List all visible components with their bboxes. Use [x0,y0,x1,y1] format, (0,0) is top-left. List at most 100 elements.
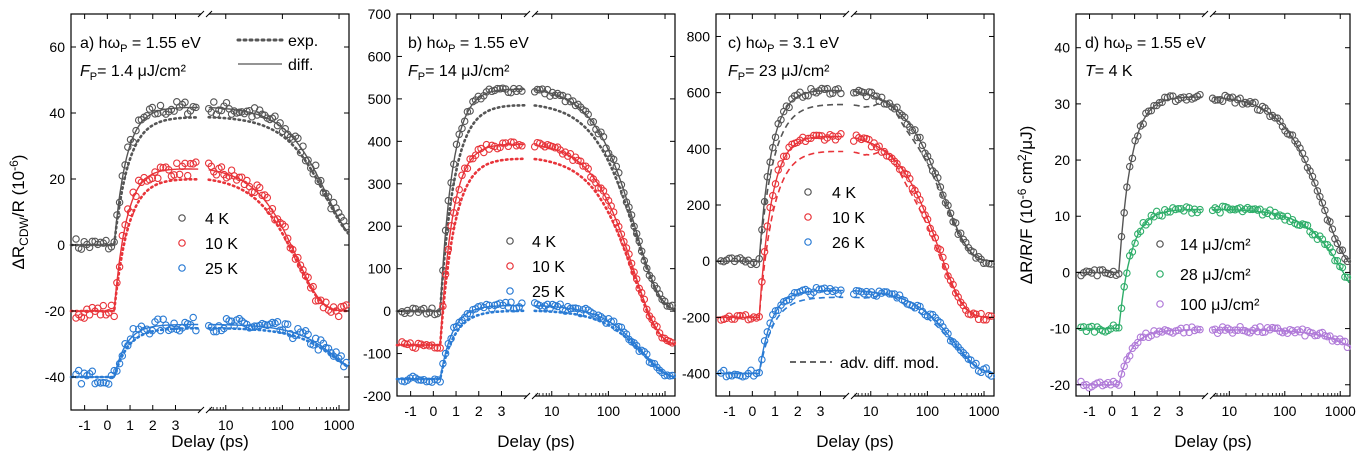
y-tick-label: 700 [368,6,392,22]
y-tick-label: 100 [368,261,392,277]
y-tick-label: -40 [45,369,65,385]
data-point [926,310,934,318]
data-point [96,379,105,387]
legend-b-marker-0 [506,237,514,245]
data-point [1120,362,1128,371]
y-tick-label: 400 [368,133,392,149]
legend-a-marker-2 [178,264,186,272]
axis-break-mark [1201,392,1209,400]
panel-d-legend: 14 μJ/cm² 28 μJ/cm² 100 μJ/cm² [1156,237,1260,314]
legend-d-marker-2 [1156,300,1164,308]
data-point [1213,96,1222,104]
style-legend-diff-label: diff. [288,57,314,74]
y-tick-label: 500 [368,91,392,107]
axis-break-gap [846,392,854,400]
panel-a-y-ticks: -40 -20 0 20 40 60 [45,39,349,385]
data-point [1248,205,1257,214]
data-point [170,319,178,328]
data-point [499,139,507,147]
data-point [173,159,181,167]
data-point [916,195,924,204]
data-point [294,134,302,143]
axis-break-mark [523,392,531,400]
x-tick-label: 1000 [323,417,354,433]
data-point [1341,273,1349,281]
legend-a-marker-1 [178,239,186,247]
axis-break-gap [1205,392,1213,400]
data-point [804,134,812,143]
data-point [1316,192,1324,201]
data-point [543,300,552,309]
x-tick-label: 1000 [649,403,680,419]
y-tick-label: 0 [1062,264,1070,280]
data-point [1271,114,1279,122]
data-point [129,324,137,333]
data-point [215,106,223,114]
x-tick-label: 0 [1108,403,1116,419]
axis-break-gap [527,10,535,18]
x-tick-label: 0 [429,403,437,419]
data-point [913,133,922,142]
data-point [918,141,927,150]
legend-c-marker-0 [804,188,812,196]
axis-break-mark [850,10,858,18]
panel-a-fluence: FP= 1.4 μJ/cm² [80,63,187,83]
data-point [332,348,340,356]
axis-break-mark [197,406,205,414]
data-point [110,312,118,321]
data-point [154,315,162,323]
legend-d-marker-1 [1156,270,1164,278]
adv-model-line [716,100,994,262]
legend-c-marker-2 [804,238,812,246]
data-point [949,280,957,289]
data-point [730,370,739,379]
panel-c-xlabel: Delay (ps) [816,432,893,451]
data-point [499,84,507,93]
adv-model-line [716,293,994,375]
data-point [72,235,80,243]
panel-a-frame [70,13,350,411]
x-tick-label: -1 [404,403,417,419]
x-tick-label: 1000 [968,403,999,419]
x-tick-label: 1 [452,403,460,419]
data-point [1136,227,1145,236]
exp-model-line [395,309,676,381]
data-point [880,288,889,296]
x-tick-label: 10 [863,403,879,419]
data-point [1208,206,1217,215]
data-point [941,262,950,271]
x-tick-label: 10 [544,403,560,419]
data-point [1144,218,1153,226]
legend-a-label-2: 25 K [205,261,238,278]
data-point [1321,206,1329,215]
panel-a-ylabel: ΔRCDW/R (10-6) [7,155,31,270]
y-tick-label: -100 [363,346,391,362]
data-point [104,309,113,317]
data-point [334,354,343,363]
data-point [192,158,200,166]
panel-d-temp: T= 4 K [1085,63,1133,80]
data-point [99,301,108,310]
x-tick-label: 3 [172,417,180,433]
panel-c-label: c) hωP = 3.1 eV [728,35,839,55]
data-point [589,118,598,126]
x-tick-label: -1 [723,403,736,419]
data-point [337,352,345,360]
data-point [725,371,733,380]
panel-d-y-ticks: -20 -10 0 10 20 30 40 [1050,40,1350,393]
y-tick-label: -10 [1050,321,1070,337]
data-point [809,131,818,140]
legend-b-label-2: 25 K [532,284,565,301]
legend-d-label-1: 28 μJ/cm² [1180,267,1251,284]
y-tick-label: 600 [687,85,711,101]
x-tick-label: -1 [1083,403,1096,419]
data-point [181,98,189,107]
panel-b-xlabel: Delay (ps) [497,432,574,451]
y-tick-label: 200 [687,197,711,213]
x-tick-label: 2 [794,403,802,419]
data-point [129,138,137,146]
legend-d-marker-0 [1156,240,1164,248]
